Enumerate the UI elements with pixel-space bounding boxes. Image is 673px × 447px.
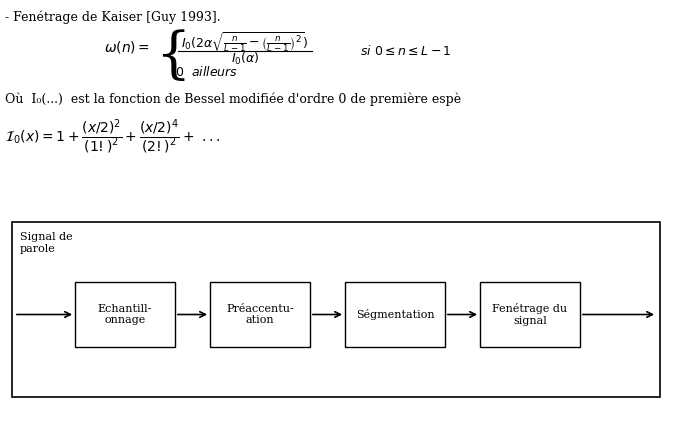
Text: Echantill-
onnage: Echantill- onnage — [98, 304, 152, 325]
FancyBboxPatch shape — [12, 222, 660, 397]
Text: $I_0(\alpha)$: $I_0(\alpha)$ — [231, 51, 259, 67]
Text: Signal de
parole: Signal de parole — [20, 232, 73, 253]
FancyBboxPatch shape — [345, 282, 445, 347]
Text: $I_0(2\alpha\sqrt{\frac{n}{L-1}-\left(\frac{n}{L-1}\right)^2})$: $I_0(2\alpha\sqrt{\frac{n}{L-1}-\left(\f… — [181, 30, 309, 54]
Text: Fenétrage du
signal: Fenétrage du signal — [493, 303, 567, 326]
FancyBboxPatch shape — [210, 282, 310, 347]
Text: $0\ \ \mathit{ailleurs}$: $0\ \ \mathit{ailleurs}$ — [175, 65, 238, 79]
Text: {: { — [155, 30, 190, 84]
Text: - Fenétrage de Kaiser [Guy 1993].: - Fenétrage de Kaiser [Guy 1993]. — [5, 10, 221, 24]
Text: $\omega(n) =$: $\omega(n) =$ — [104, 39, 150, 55]
FancyBboxPatch shape — [480, 282, 580, 347]
Text: Où  I₀(...)  est la fonction de Bessel modifiée d'ordre 0 de première espè: Où I₀(...) est la fonction de Bessel mod… — [5, 92, 461, 105]
FancyBboxPatch shape — [75, 282, 175, 347]
Text: $\mathcal{I}_0(x) = 1 + \dfrac{(x/2)^2}{(1!)^2} + \dfrac{(x/2)^4}{(2!)^2} + \ ..: $\mathcal{I}_0(x) = 1 + \dfrac{(x/2)^2}{… — [5, 117, 220, 156]
Text: Préaccentu-
ation: Préaccentu- ation — [226, 304, 294, 325]
Text: Ségmentation: Ségmentation — [356, 309, 434, 320]
Text: $si\ 0 \leq n \leq L-1$: $si\ 0 \leq n \leq L-1$ — [360, 44, 452, 58]
